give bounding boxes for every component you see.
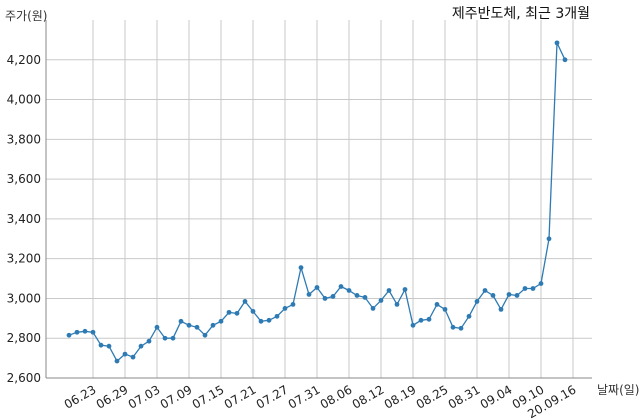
x-axis-label: 날짜(일) (597, 383, 639, 397)
data-point (434, 302, 440, 307)
x-tick-label: 07.15 (190, 382, 227, 411)
data-point (386, 288, 392, 293)
data-point (322, 296, 328, 301)
data-point (394, 302, 400, 307)
data-point (554, 40, 560, 46)
y-tick-label: 3,400 (7, 212, 41, 226)
data-point (234, 310, 240, 316)
x-tick-label: 07.31 (286, 382, 323, 411)
data-point (338, 284, 344, 289)
y-tick-label: 2,600 (7, 371, 41, 385)
x-tick-label: 06.29 (94, 382, 131, 411)
data-point (426, 316, 432, 322)
data-point (74, 329, 80, 335)
data-point (202, 332, 208, 338)
y-tick-label: 3,000 (7, 291, 41, 305)
data-point (314, 285, 320, 290)
data-point (106, 343, 112, 349)
data-point (114, 358, 120, 364)
data-point (282, 305, 288, 311)
y-axis-label: 주가(원) (5, 9, 47, 23)
data-point (346, 288, 352, 293)
data-point (354, 293, 360, 298)
data-point (162, 335, 168, 341)
x-tick-label: 06.23 (62, 382, 99, 411)
data-point (418, 317, 424, 323)
data-point (186, 322, 192, 328)
data-point (378, 298, 384, 303)
x-tick-label: 07.09 (158, 382, 195, 411)
data-point (194, 324, 200, 330)
x-tick-label: 08.31 (446, 382, 483, 411)
x-axis-ticks: 06.2306.2907.0307.0907.1507.2107.2707.31… (62, 382, 579, 419)
data-point (482, 288, 488, 293)
y-tick-label: 2,800 (7, 331, 41, 345)
data-point (250, 308, 256, 314)
y-tick-label: 4,200 (7, 53, 41, 67)
data-point (154, 324, 160, 330)
data-point (170, 335, 176, 341)
data-point (218, 318, 224, 324)
data-point (530, 286, 536, 291)
data-point (458, 325, 464, 331)
data-point (266, 317, 272, 323)
data-point (562, 57, 568, 63)
x-tick-label: 08.06 (318, 382, 355, 411)
data-point (522, 286, 528, 291)
data-point (498, 306, 504, 312)
y-tick-label: 3,600 (7, 172, 41, 186)
data-point (290, 302, 296, 307)
data-point (538, 281, 544, 286)
x-tick-label: 08.25 (414, 382, 451, 411)
data-point (210, 322, 216, 328)
data-point (130, 354, 136, 360)
x-tick-label: 07.21 (222, 382, 259, 411)
data-point (450, 324, 456, 330)
data-point (274, 313, 280, 319)
data-point (410, 322, 416, 328)
price-series (66, 40, 568, 364)
grid-lines (45, 20, 592, 379)
data-point (474, 299, 480, 304)
x-tick-label: 07.27 (254, 382, 291, 411)
data-point (82, 328, 88, 334)
data-point (258, 318, 264, 324)
data-point (122, 351, 128, 357)
data-point (306, 292, 312, 297)
x-tick-label: 08.19 (382, 382, 419, 411)
data-point (226, 309, 232, 315)
data-point (98, 342, 104, 348)
data-point (178, 318, 184, 324)
data-point (146, 338, 152, 344)
data-point (546, 236, 552, 242)
x-tick-label: 07.03 (126, 382, 163, 411)
y-axis-ticks: 2,600 2,800 3,000 3,200 3,400 3,600 3,800 4,000… (7, 53, 41, 385)
y-tick-label: 3,800 (7, 132, 41, 146)
data-point (330, 294, 336, 299)
data-point (466, 313, 472, 319)
data-point (514, 293, 520, 298)
data-point (138, 343, 144, 349)
data-point (490, 293, 496, 298)
y-tick-label: 4,000 (7, 93, 41, 107)
data-point (442, 306, 448, 312)
y-tick-label: 3,200 (7, 252, 41, 266)
data-point (370, 305, 376, 311)
x-tick-label: 08.12 (350, 382, 387, 411)
data-point (66, 332, 72, 338)
data-point (362, 295, 368, 300)
chart-title: 제주반도체, 최근 3개월 (452, 6, 590, 22)
data-point (402, 287, 408, 292)
data-point (90, 329, 96, 335)
x-tick-label: 09.04 (478, 382, 515, 411)
data-point (298, 265, 304, 271)
data-point (242, 299, 248, 304)
data-point (506, 292, 512, 297)
